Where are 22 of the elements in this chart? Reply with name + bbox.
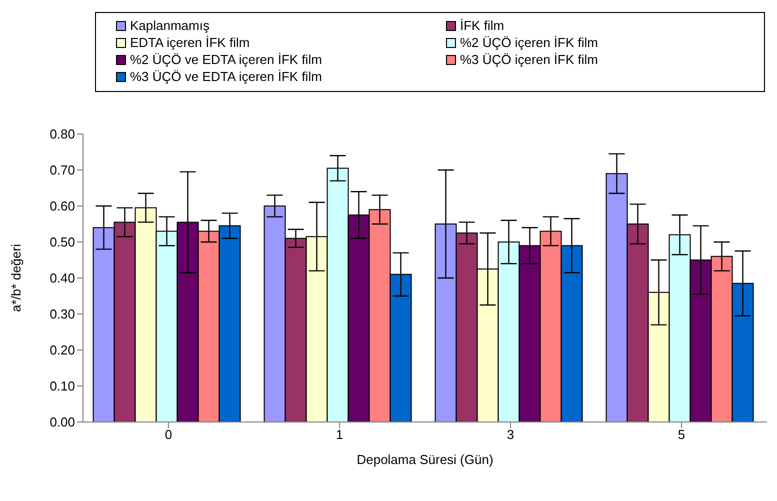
legend-label: %3 ÜÇÖ ve EDTA içeren İFK film bbox=[130, 69, 322, 84]
y-tick-label: 0.70 bbox=[50, 162, 75, 178]
legend-label: %2 ÜÇÖ içeren İFK film bbox=[460, 35, 598, 50]
y-tick-label: 0.50 bbox=[50, 234, 75, 250]
legend-label: Kaplanmamış bbox=[130, 18, 210, 33]
x-tick-label: 0 bbox=[164, 427, 172, 442]
x-tick-label: 5 bbox=[678, 427, 686, 442]
y-tick-label: 0.00 bbox=[50, 414, 75, 430]
y-tick-label: 0.60 bbox=[50, 198, 75, 214]
legend-label: EDTA içeren İFK film bbox=[130, 35, 250, 50]
legend-label: %3 ÜÇÖ içeren İFK film bbox=[460, 52, 598, 67]
y-tick-label: 0.20 bbox=[50, 342, 75, 358]
x-tick-label: 1 bbox=[336, 427, 344, 442]
legend-label: %2 ÜÇÖ ve EDTA içeren İFK film bbox=[130, 52, 322, 67]
y-tick-label: 0.30 bbox=[50, 306, 75, 322]
x-tick-label: 3 bbox=[506, 427, 514, 442]
y-axis-title: a*/b* değeri bbox=[8, 244, 24, 312]
legend-label: İFK film bbox=[460, 18, 504, 33]
y-tick-label: 0.10 bbox=[50, 378, 75, 394]
x-axis-title: Depolama Süresi (Gün) bbox=[356, 452, 494, 467]
y-tick-label: 0.80 bbox=[50, 126, 75, 142]
y-tick-label: 0.40 bbox=[50, 270, 75, 286]
